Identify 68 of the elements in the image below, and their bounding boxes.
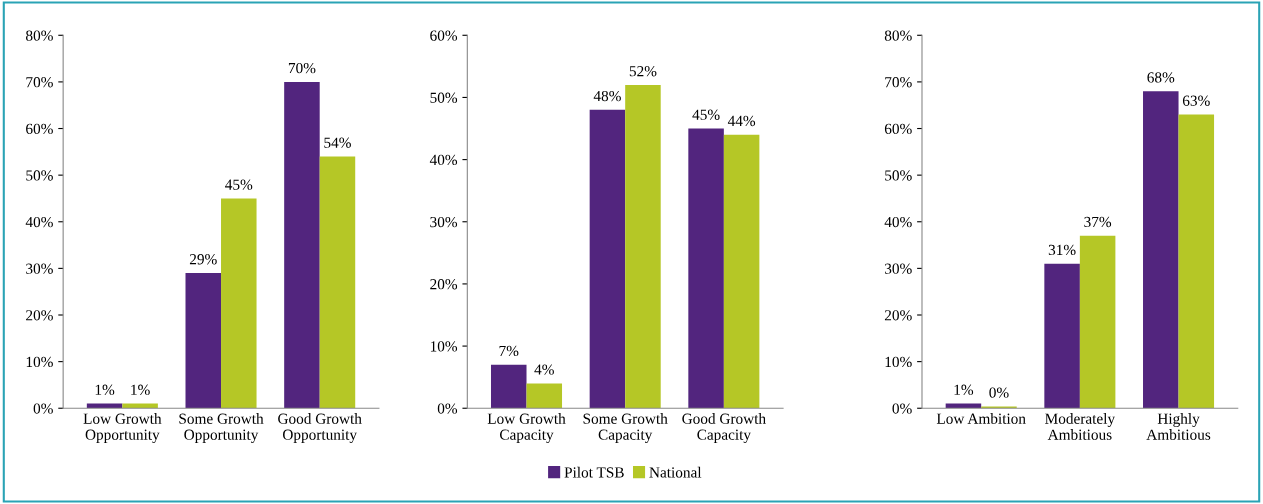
x-tick-label: Low Growth Opportunity [83,413,162,443]
bar [589,109,626,409]
x-tick-label: Some Growth Opportunity [179,413,264,443]
x-tick-label: Low Growth Capacity [487,413,566,443]
y-tick-label: 40% [429,154,458,166]
data-label: 0% [989,387,1009,398]
bar [221,198,257,409]
y-tick-label: 30% [26,263,53,274]
y-tick-label: 30% [430,216,458,228]
y-tick-label: 60% [26,123,53,135]
y-tick-label: 20% [26,310,53,321]
y-tick-label: 0% [33,403,53,414]
y-tick-label: 0% [892,403,912,414]
y-tick-label: 0% [437,403,458,414]
data-label: 31% [1048,244,1076,256]
data-label: 52% [629,66,657,77]
data-label: 45% [692,109,720,120]
y-tick-label: 20% [430,279,458,290]
y-tick-label: 30% [884,263,912,274]
data-label: 1% [131,384,150,395]
bar [319,156,356,409]
bar [284,81,320,409]
x-tick-label: Moderately Ambitious [1045,413,1116,440]
y-tick-label: 60% [430,30,458,41]
y-tick-label: 60% [884,123,912,135]
data-label: 63% [1182,95,1210,106]
legend-label: Pilot TSB [564,466,624,478]
data-label: 29% [189,254,217,265]
data-label: 7% [499,345,519,357]
y-tick-label: 10% [430,341,458,352]
y-tick-label: 20% [884,310,912,321]
y-tick-label: 40% [25,216,53,228]
bar [1079,235,1116,409]
y-tick-label: 80% [26,30,53,41]
y-tick-label: 50% [430,92,458,103]
x-tick-label: Good Growth Capacity [682,413,766,443]
data-label: 68% [1147,72,1175,83]
data-label: 48% [593,90,621,102]
y-tick-label: 10% [885,356,912,368]
x-tick-label: Good Growth Opportunity [278,413,362,443]
y-tick-label: 80% [884,30,912,41]
legend-label: National [649,466,702,478]
data-label: 54% [324,137,351,148]
x-tick-label: Some Growth Capacity [583,413,668,443]
x-tick-label: Highly Ambitious [1146,413,1211,440]
y-tick-label: 40% [884,216,912,228]
bar [723,134,760,409]
bar [490,364,527,409]
data-label: 37% [1084,216,1112,228]
y-tick-label: 70% [885,77,912,88]
bar [1178,114,1215,409]
y-tick-label: 50% [885,170,912,181]
bar [1143,91,1179,409]
data-label: 44% [727,115,756,127]
y-tick-label: 10% [26,356,53,368]
data-label: 4% [534,364,554,375]
bar [185,273,222,409]
y-tick-label: 70% [26,77,53,88]
x-tick-label: Low Ambition [936,413,1026,424]
data-label: 1% [954,384,974,395]
data-label: 70% [288,62,316,74]
data-label: 45% [225,179,253,190]
bar [625,85,661,409]
data-label: 1% [95,384,115,395]
y-tick-label: 50% [26,170,53,181]
bar [688,128,724,409]
bar [1044,263,1080,409]
bar [526,383,563,409]
